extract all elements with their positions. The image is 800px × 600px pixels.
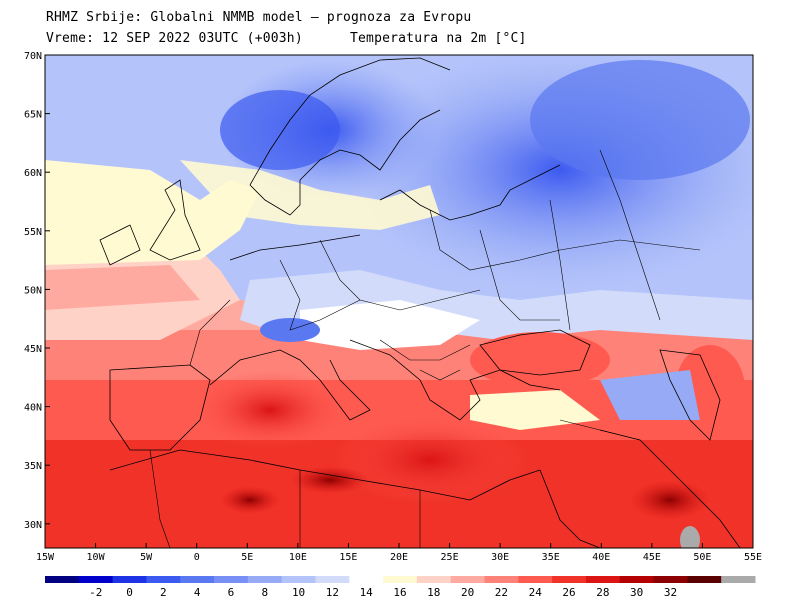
colorbar-swatch bbox=[687, 576, 722, 583]
lon-tick-label: 35E bbox=[542, 552, 560, 563]
lat-tick-label: 45N bbox=[24, 344, 42, 355]
colorbar-label: 28 bbox=[596, 586, 610, 599]
colorbar-label: 22 bbox=[494, 586, 509, 599]
colorbar-swatch bbox=[416, 576, 452, 583]
lon-tick-label: 45E bbox=[643, 552, 661, 563]
colorbar-swatch bbox=[349, 576, 384, 583]
colorbar-swatch bbox=[585, 576, 621, 583]
colorbar-label: 30 bbox=[630, 586, 644, 599]
lon-tick-label: 30E bbox=[491, 552, 509, 563]
colorbar-swatch bbox=[721, 576, 756, 583]
lat-tick-label: 35N bbox=[24, 461, 42, 472]
lon-tick-label: 20E bbox=[390, 552, 408, 563]
colorbar-swatch bbox=[383, 576, 418, 583]
colorbar-swatch bbox=[653, 576, 688, 583]
lat-tick-label: 30N bbox=[24, 520, 42, 531]
colorbar-swatch bbox=[518, 576, 553, 583]
chart-title: RHMZ Srbije: Globalni NMMB model — progn… bbox=[46, 10, 472, 25]
colorbar-label: 12 bbox=[325, 586, 339, 599]
lat-tick-label: 40N bbox=[24, 403, 42, 414]
colorbar-label: 20 bbox=[460, 586, 475, 599]
colorbar-swatch bbox=[552, 576, 587, 583]
lon-tick-label: 5W bbox=[140, 552, 153, 563]
colorbar bbox=[45, 576, 756, 583]
forecast-time: Vreme: 12 SEP 2022 03UTC (+003h) bbox=[46, 31, 303, 46]
colorbar-label: 14 bbox=[359, 586, 373, 599]
colorbar-swatch bbox=[484, 576, 519, 583]
colorbar-swatch bbox=[214, 576, 249, 583]
colorbar-label: 18 bbox=[427, 586, 441, 599]
colorbar-label: 10 bbox=[291, 586, 306, 599]
colorbar-label: 16 bbox=[393, 586, 407, 599]
variable-label: Temperatura na 2m [°C] bbox=[350, 31, 527, 46]
lat-tick-label: 50N bbox=[24, 285, 42, 296]
colorbar-label: 0 bbox=[126, 586, 133, 599]
country-borders bbox=[149, 149, 701, 548]
colorbar-swatch bbox=[112, 576, 147, 583]
colorbar-label: 4 bbox=[193, 586, 201, 599]
lon-tick-label: 5E bbox=[241, 552, 253, 563]
coastlines bbox=[99, 57, 741, 548]
colorbar-swatch bbox=[180, 576, 215, 583]
lon-tick-label: 25E bbox=[441, 552, 459, 563]
colorbar-label: 6 bbox=[227, 586, 235, 599]
lon-tick-label: 40E bbox=[592, 552, 610, 563]
colorbar-label: 8 bbox=[261, 586, 269, 599]
latitude-axis: 70N 65N 60N 55N 50N 45N 40N 35N 30N bbox=[24, 51, 50, 531]
colorbar-swatch bbox=[281, 576, 316, 583]
colorbar-label: 32 bbox=[663, 586, 678, 599]
colorbar-swatch bbox=[619, 576, 655, 583]
lon-tick-label: 50E bbox=[693, 552, 711, 563]
colorbar-swatch bbox=[315, 576, 350, 583]
lat-tick-label: 55N bbox=[24, 227, 42, 238]
colorbar-swatch bbox=[450, 576, 486, 583]
temperature-field bbox=[45, 55, 753, 548]
colorbar-swatch bbox=[45, 576, 80, 583]
colorbar-swatch bbox=[146, 576, 181, 583]
lat-tick-label: 65N bbox=[24, 110, 42, 121]
lon-tick-label: 10E bbox=[289, 552, 307, 563]
lat-tick-label: 70N bbox=[24, 51, 42, 62]
lon-tick-label: 10W bbox=[87, 552, 106, 563]
lon-tick-label: 0 bbox=[194, 552, 200, 563]
colorbar-label: 26 bbox=[562, 586, 576, 599]
lon-tick-label: 15W bbox=[36, 552, 55, 563]
lon-tick-label: 15E bbox=[339, 552, 357, 563]
colorbar-label: 24 bbox=[528, 586, 542, 599]
longitude-axis: 15W 10W 5W 0 5E 10E 15E 20E 25E 30E 35E 40E 45E 50E 55… bbox=[36, 543, 762, 563]
lon-tick-label: 55E bbox=[744, 552, 762, 563]
colorbar-swatch bbox=[247, 576, 283, 583]
colorbar-label: -2 bbox=[89, 586, 103, 599]
lat-tick-label: 60N bbox=[24, 168, 42, 179]
colorbar-label: 2 bbox=[160, 586, 167, 599]
colorbar-swatch bbox=[78, 576, 114, 583]
